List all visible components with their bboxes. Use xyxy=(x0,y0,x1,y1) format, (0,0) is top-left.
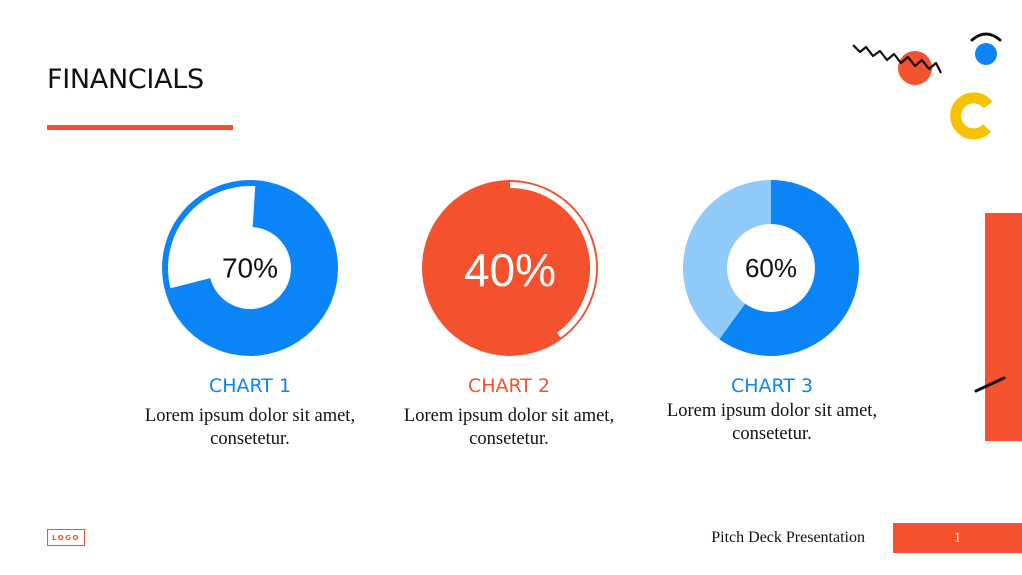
chart-3-title: CHART 3 xyxy=(730,375,814,397)
chart-2: 40% xyxy=(422,180,598,356)
chart-1-description: Lorem ipsum dolor sit amet, consetetur. xyxy=(144,406,356,449)
chart-2-disc xyxy=(422,180,598,356)
decorative-shapes xyxy=(852,32,1002,140)
chart-2-description: Lorem ipsum dolor sit amet, consetetur. xyxy=(403,406,615,449)
chart-1: 70% xyxy=(162,180,338,356)
chart-2-progress-arc xyxy=(509,182,596,338)
chart-2-title: CHART 2 xyxy=(467,375,551,397)
side-accent-bar xyxy=(985,213,1022,441)
chart-1-hole xyxy=(209,227,291,309)
chart-1-title: CHART 1 xyxy=(208,375,292,397)
slide-title: FINANCIALS xyxy=(47,64,204,95)
side-slash-icon xyxy=(974,376,1006,393)
page-number: 1 xyxy=(893,523,1022,553)
chart-3-slice-remainder xyxy=(683,180,771,340)
logo: LOGO xyxy=(47,529,85,546)
chart-3-hole xyxy=(727,224,815,312)
presentation-name: Pitch Deck Presentation xyxy=(711,529,865,546)
title-underline xyxy=(47,125,233,130)
chart-2-value-label: 40% xyxy=(464,244,556,296)
decor-yellow-ring-icon xyxy=(950,92,993,140)
chart-1-value-label: 70% xyxy=(222,253,278,284)
decor-blue-dot-icon xyxy=(975,43,997,65)
chart-3-value-label: 60% xyxy=(745,253,797,283)
chart-3: 60% xyxy=(683,180,859,357)
decor-zigzag-icon xyxy=(852,44,942,74)
decor-arc-icon xyxy=(970,32,1002,42)
chart-3-description: Lorem ipsum dolor sit amet, consetetur. xyxy=(666,401,878,444)
